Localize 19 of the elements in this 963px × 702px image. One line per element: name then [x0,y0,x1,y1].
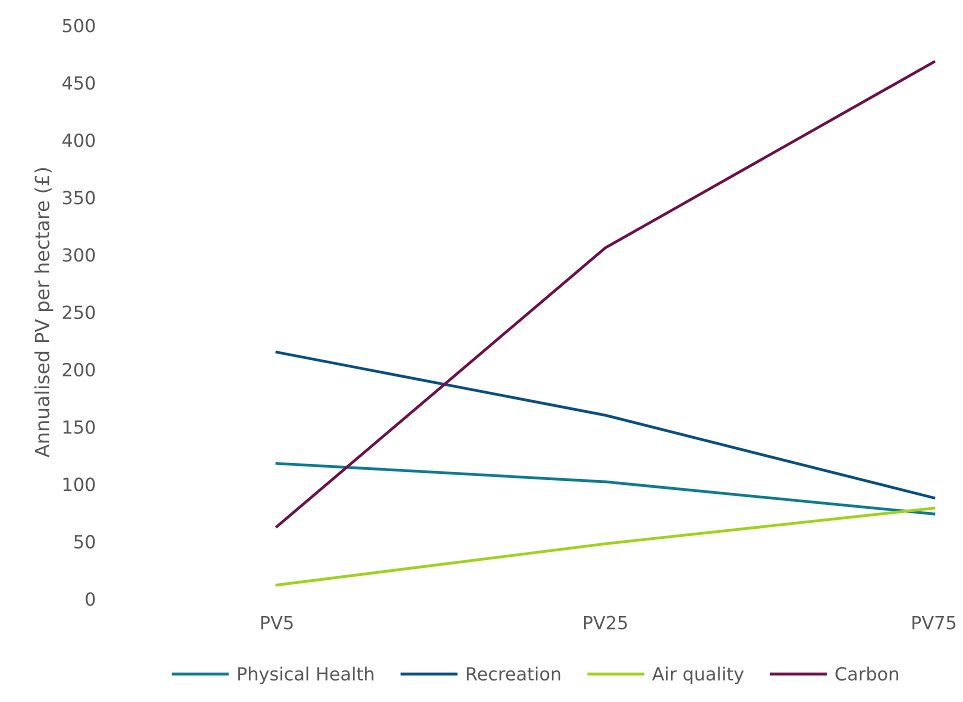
y-tick-label: 0 [86,592,95,606]
y-tick-label: 50 [74,534,95,549]
x-tick-label: PV25 [584,616,627,630]
y-tick-label: 300 [62,248,95,262]
legend-label: Carbon [836,666,898,681]
x-tick-label: PV75 [912,616,956,630]
y-axis-title: Annualised PV per hectare (£) [34,168,54,458]
y-tick-label: 250 [62,306,95,320]
y-tick-label: 100 [64,478,95,492]
y-tick-label: 450 [62,76,95,90]
y-tick-label: 500 [62,18,95,32]
legend-label: Recreation [466,666,560,681]
y-tick-label: 350 [62,190,95,204]
y-tick-label: 400 [62,133,95,148]
y-tick-label: 150 [64,420,95,434]
x-tick-label: PV5 [261,616,293,630]
legend-label: Physical Health [238,666,374,684]
legend-label: Air quality [652,666,744,684]
y-tick-label: 200 [62,362,95,377]
